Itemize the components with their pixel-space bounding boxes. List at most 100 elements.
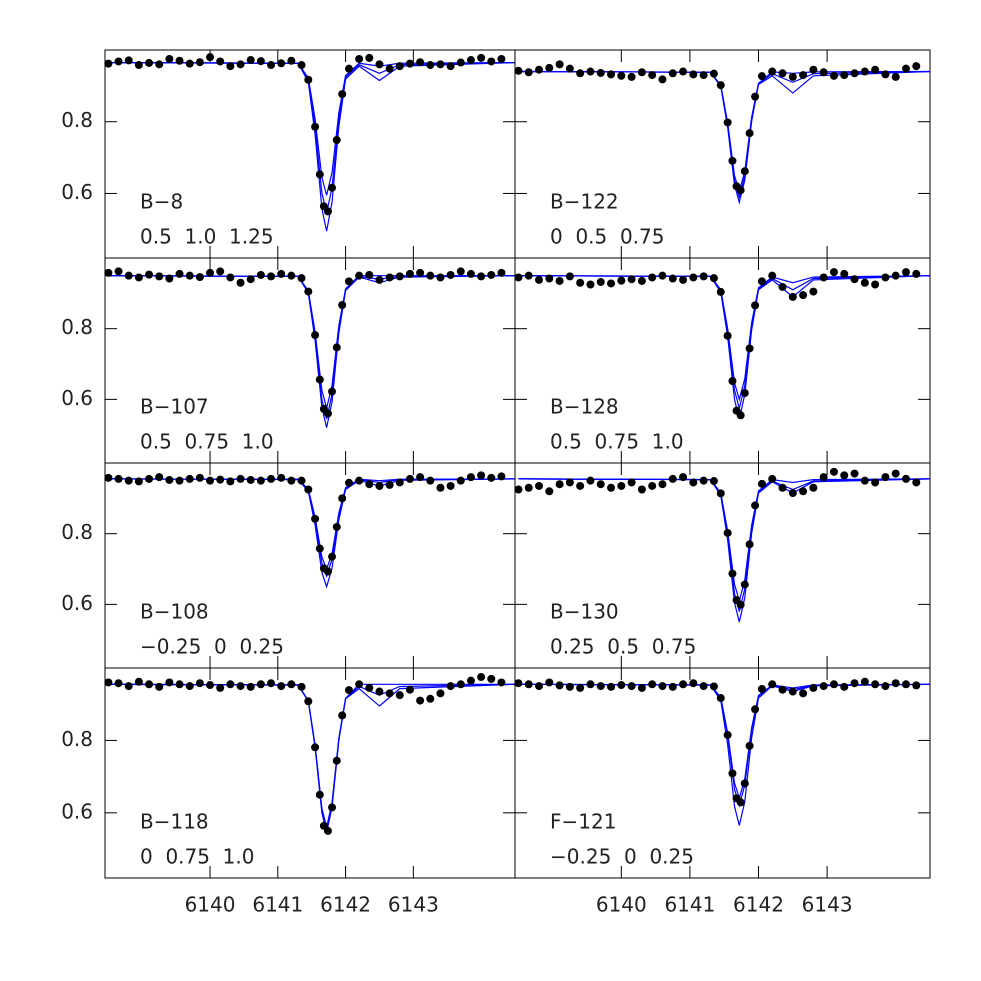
data-point bbox=[114, 474, 123, 483]
data-point bbox=[840, 269, 849, 278]
panel-annotation: 0.5 0.75 1.0 bbox=[140, 430, 274, 454]
data-point bbox=[658, 271, 667, 280]
data-point bbox=[175, 476, 184, 485]
data-point bbox=[728, 769, 737, 778]
data-point bbox=[617, 71, 626, 80]
data-point bbox=[757, 277, 766, 286]
data-point bbox=[185, 682, 194, 691]
x-tick-label: 6142 bbox=[733, 893, 784, 917]
model-line bbox=[108, 683, 515, 828]
data-point bbox=[114, 679, 123, 688]
data-point bbox=[195, 473, 204, 482]
data-point bbox=[466, 269, 475, 278]
data-point bbox=[338, 494, 347, 503]
data-point bbox=[287, 680, 296, 689]
data-point bbox=[565, 64, 574, 73]
data-point bbox=[344, 64, 353, 73]
data-point bbox=[850, 69, 859, 78]
data-point bbox=[355, 476, 364, 485]
data-point bbox=[256, 476, 265, 485]
data-point bbox=[315, 170, 324, 179]
data-point bbox=[355, 271, 364, 280]
data-point bbox=[124, 682, 133, 691]
data-point bbox=[745, 741, 754, 750]
data-point bbox=[436, 483, 445, 492]
model-line bbox=[108, 478, 516, 578]
model-line bbox=[518, 478, 931, 604]
data-point bbox=[487, 57, 496, 66]
data-point bbox=[328, 803, 337, 812]
data-point bbox=[535, 682, 544, 691]
data-point bbox=[576, 481, 585, 490]
data-point bbox=[709, 682, 718, 691]
data-point bbox=[236, 278, 245, 287]
data-point bbox=[860, 476, 869, 485]
data-point bbox=[757, 72, 766, 81]
data-point bbox=[477, 471, 486, 480]
data-point bbox=[716, 489, 725, 498]
data-point bbox=[716, 694, 725, 703]
data-point bbox=[365, 683, 374, 692]
data-point bbox=[304, 697, 313, 706]
data-point bbox=[446, 682, 455, 691]
data-point bbox=[901, 474, 910, 483]
data-point bbox=[745, 344, 754, 353]
data-point bbox=[524, 271, 533, 280]
data-point bbox=[840, 471, 849, 480]
data-point bbox=[740, 167, 749, 176]
data-point bbox=[195, 679, 204, 688]
data-point bbox=[871, 680, 880, 689]
data-point bbox=[497, 268, 506, 277]
data-point bbox=[332, 522, 341, 531]
data-point bbox=[788, 292, 797, 301]
data-point bbox=[456, 58, 465, 67]
data-point bbox=[297, 682, 306, 691]
data-point bbox=[829, 71, 838, 80]
data-point bbox=[778, 483, 787, 492]
x-tick-label: 6142 bbox=[320, 893, 371, 917]
x-tick-label: 6143 bbox=[802, 893, 853, 917]
data-point bbox=[514, 679, 523, 688]
data-point bbox=[385, 689, 394, 698]
data-point bbox=[860, 67, 869, 76]
data-point bbox=[740, 779, 749, 788]
data-point bbox=[891, 72, 900, 81]
data-point bbox=[446, 481, 455, 490]
data-point bbox=[195, 273, 204, 282]
data-point bbox=[871, 65, 880, 74]
data-point bbox=[829, 268, 838, 277]
data-point bbox=[716, 287, 725, 296]
panel-label: B−128 bbox=[550, 395, 619, 419]
data-point bbox=[134, 61, 143, 70]
data-point bbox=[860, 677, 869, 686]
y-tick-label: 0.6 bbox=[61, 591, 93, 615]
data-point bbox=[236, 474, 245, 483]
data-point bbox=[344, 277, 353, 286]
data-point bbox=[124, 56, 133, 65]
data-point bbox=[104, 473, 113, 482]
x-tick-label: 6141 bbox=[252, 893, 303, 917]
data-point bbox=[466, 676, 475, 685]
data-point bbox=[689, 679, 698, 688]
data-point bbox=[617, 681, 626, 690]
data-point bbox=[768, 271, 777, 280]
data-point bbox=[545, 678, 554, 687]
data-point bbox=[446, 62, 455, 71]
data-point bbox=[648, 273, 657, 282]
data-point bbox=[385, 64, 394, 73]
data-point bbox=[206, 476, 215, 485]
data-point bbox=[246, 275, 255, 284]
data-point bbox=[297, 274, 306, 283]
data-point bbox=[226, 273, 235, 282]
data-point bbox=[637, 276, 646, 285]
data-point bbox=[385, 273, 394, 282]
data-point bbox=[145, 680, 154, 689]
data-point bbox=[344, 686, 353, 695]
data-point bbox=[745, 129, 754, 138]
data-point bbox=[277, 59, 286, 68]
data-point bbox=[689, 70, 698, 79]
data-point bbox=[165, 274, 174, 283]
data-point bbox=[155, 272, 164, 281]
data-point bbox=[829, 467, 838, 476]
data-point bbox=[365, 270, 374, 279]
